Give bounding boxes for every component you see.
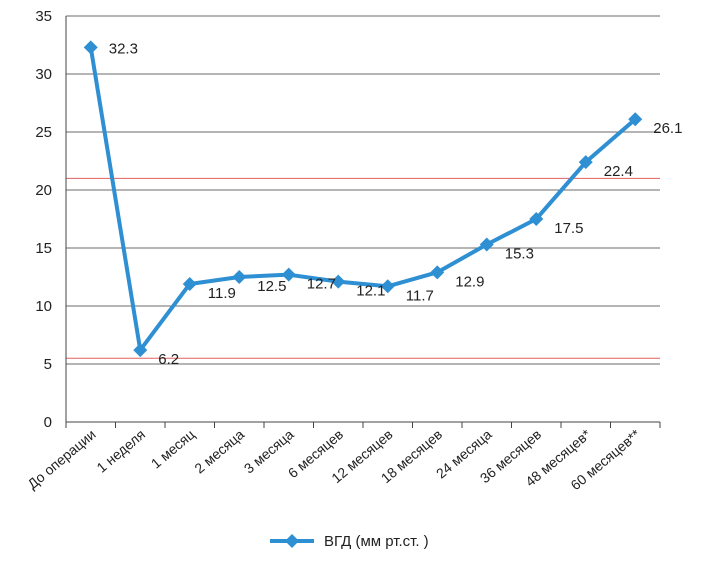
data-point-marker bbox=[529, 212, 544, 226]
data-label: 12.7 bbox=[307, 276, 336, 293]
series-line bbox=[88, 46, 637, 353]
data-label: 22.4 bbox=[604, 163, 633, 180]
series-markers bbox=[83, 40, 643, 358]
axes bbox=[65, 16, 661, 428]
legend: ВГД (мм рт.ст. ) bbox=[270, 533, 429, 550]
x-tick-label: 2 месяца bbox=[191, 426, 247, 477]
y-tick-label: 20 bbox=[35, 182, 52, 199]
data-point-marker bbox=[83, 40, 98, 55]
data-point-marker bbox=[430, 265, 445, 280]
data-point-marker bbox=[380, 279, 395, 294]
x-tick-label: 1 месяц bbox=[148, 426, 198, 471]
gridlines bbox=[66, 15, 660, 365]
data-labels: 32.3 6.2 11.9 12.5 12.7 12.1 11.7 12.9 15.3 17.5 2… bbox=[109, 40, 683, 368]
y-tick-labels: 0 5 10 15 20 25 30 35 bbox=[35, 8, 52, 431]
y-tick-label: 25 bbox=[35, 124, 52, 141]
y-tick-label: 30 bbox=[35, 66, 52, 83]
data-point-marker bbox=[281, 267, 296, 282]
legend-marker-swatch bbox=[285, 534, 299, 548]
data-label: 11.9 bbox=[208, 285, 236, 302]
data-point-marker bbox=[232, 270, 247, 284]
data-label: 6.2 bbox=[158, 351, 179, 368]
data-label: 17.5 bbox=[554, 220, 583, 237]
legend-label: ВГД (мм рт.ст. ) bbox=[324, 533, 429, 550]
data-point-marker bbox=[628, 112, 643, 127]
data-label: 12.9 bbox=[455, 273, 484, 290]
y-tick-label: 15 bbox=[35, 240, 52, 257]
data-label: 32.3 bbox=[109, 40, 138, 57]
data-label: 12.5 bbox=[257, 278, 286, 295]
data-label: 12.1 bbox=[356, 283, 385, 300]
data-label: 11.7 bbox=[406, 287, 434, 304]
data-point-marker bbox=[479, 237, 494, 252]
data-point-marker bbox=[331, 274, 346, 289]
data-label: 15.3 bbox=[505, 246, 534, 263]
data-point-marker bbox=[133, 343, 148, 358]
x-tick-label: 1 неделя bbox=[93, 426, 148, 476]
x-tick-label: До операции bbox=[24, 426, 98, 492]
y-tick-label: 5 bbox=[44, 356, 52, 373]
y-tick-label: 10 bbox=[35, 298, 52, 315]
y-tick-label: 35 bbox=[35, 8, 52, 25]
data-label: 26.1 bbox=[653, 120, 682, 137]
series-line-path bbox=[88, 46, 637, 353]
y-tick-label: 0 bbox=[44, 414, 52, 431]
data-point-marker bbox=[182, 276, 197, 291]
data-point-marker bbox=[578, 155, 593, 170]
reference-lines bbox=[66, 177, 660, 359]
